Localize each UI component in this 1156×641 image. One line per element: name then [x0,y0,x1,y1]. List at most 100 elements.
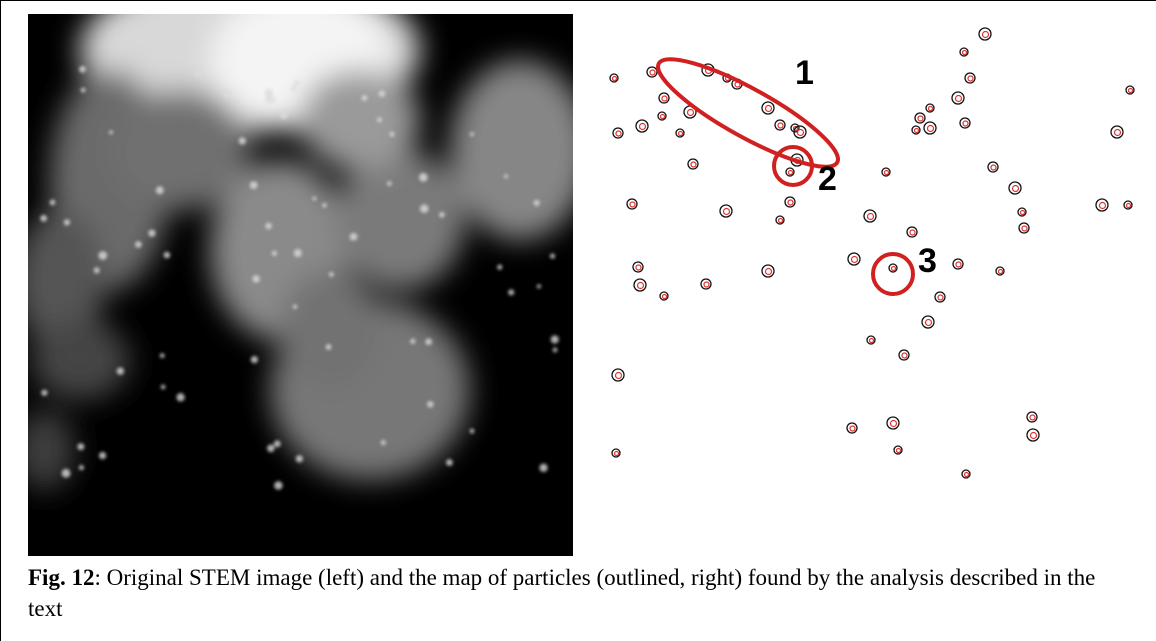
particle-outline [720,205,732,217]
particle-core [870,339,874,343]
stem-particle [293,304,298,309]
particle-outline [634,279,646,291]
stem-particle [470,132,474,136]
particle-core [766,269,772,275]
particle-core [613,77,617,81]
stem-particle [40,215,47,222]
stem-particle [79,66,86,73]
stem-particle [77,443,84,450]
particle-core [688,110,694,116]
stem-particle [504,174,508,178]
stem-particle [109,130,113,134]
particle-outline [1009,182,1021,194]
stem-particle [291,85,297,91]
particle-outline [1111,126,1123,138]
particle-core [704,282,709,287]
stem-particle [64,219,70,225]
particle-core [679,132,683,136]
stem-particle [534,200,540,206]
particle-outline [952,92,964,104]
particle-core [640,124,646,130]
stem-particle [272,251,277,256]
particle-core [1127,204,1131,208]
stem-particle [553,348,558,353]
stem-particle [274,481,282,489]
stem-particle [381,440,386,445]
region-label: 3 [918,242,937,280]
caption-label: Fig. 12 [28,565,94,590]
particle-core [963,51,967,55]
stem-particle [294,249,302,257]
particle-core [766,106,772,112]
stem-particle [377,117,382,122]
stem-particle [98,251,107,260]
stem-particle [550,254,555,259]
particle-core [638,283,644,289]
particle-core [868,214,874,220]
particle-core [1031,433,1037,439]
stem-particle [470,429,475,434]
particle-core [615,452,619,456]
particle-core [938,295,943,300]
region-label: 2 [818,160,837,198]
particle-core [1021,211,1025,215]
stem-particle [350,233,358,241]
particle-core [691,162,696,167]
stem-particle [81,88,86,93]
particle-core [1129,89,1133,93]
particle-outline [848,253,860,265]
stem-particle [537,284,541,288]
stem-particle [410,339,415,344]
highlight-2 [774,147,812,185]
caption-text: : Original STEM image (left) and the map… [28,565,1095,621]
stem-particle [156,186,164,194]
stem-particle [361,95,367,101]
particle-core [965,473,969,477]
stem-particle [99,452,106,459]
particle-core [1022,226,1027,231]
stem-particle [79,465,84,470]
particle-core [891,421,897,427]
particle-core [991,165,996,170]
stem-particle [161,385,166,390]
figure: 1 2 3 [0,0,1156,641]
figure-page: 1 2 3 Fig. 12: Original STEM image (left… [0,0,1156,641]
particle-core [788,200,793,205]
stem-particle [497,265,502,270]
stem-particle [539,464,547,472]
stem-particle [446,459,453,466]
stem-particle [148,229,155,236]
stem-particle [94,267,100,273]
particle-core [999,270,1003,274]
particle-core [926,320,932,326]
stem-image [15,0,590,556]
particle-outline [979,28,991,40]
particle-core [915,129,919,133]
stem-particle [223,90,231,98]
particle-outline [1096,199,1108,211]
stem-particle [252,275,260,283]
particle-core [956,262,961,267]
particle-core [918,116,923,121]
particle-core [897,449,901,453]
particle-outline [1027,429,1039,441]
stem-particle [117,367,124,374]
particle-core [850,426,855,431]
stem-particle [164,252,171,259]
stem-particle [250,181,258,189]
particle-core [852,257,858,263]
particle-core [968,76,973,81]
particle-core [661,115,665,119]
stem-particle [379,90,385,96]
stem-particle [280,111,288,119]
particle-outline [612,369,624,381]
particle-core [616,373,622,379]
stem-particle [551,335,559,343]
particle-core [616,131,621,136]
particle-core [779,219,783,223]
particle-core [789,171,793,175]
particle-core [956,96,962,102]
particle-outline [922,316,934,328]
stem-particle [267,444,275,452]
particle-core [724,209,730,215]
